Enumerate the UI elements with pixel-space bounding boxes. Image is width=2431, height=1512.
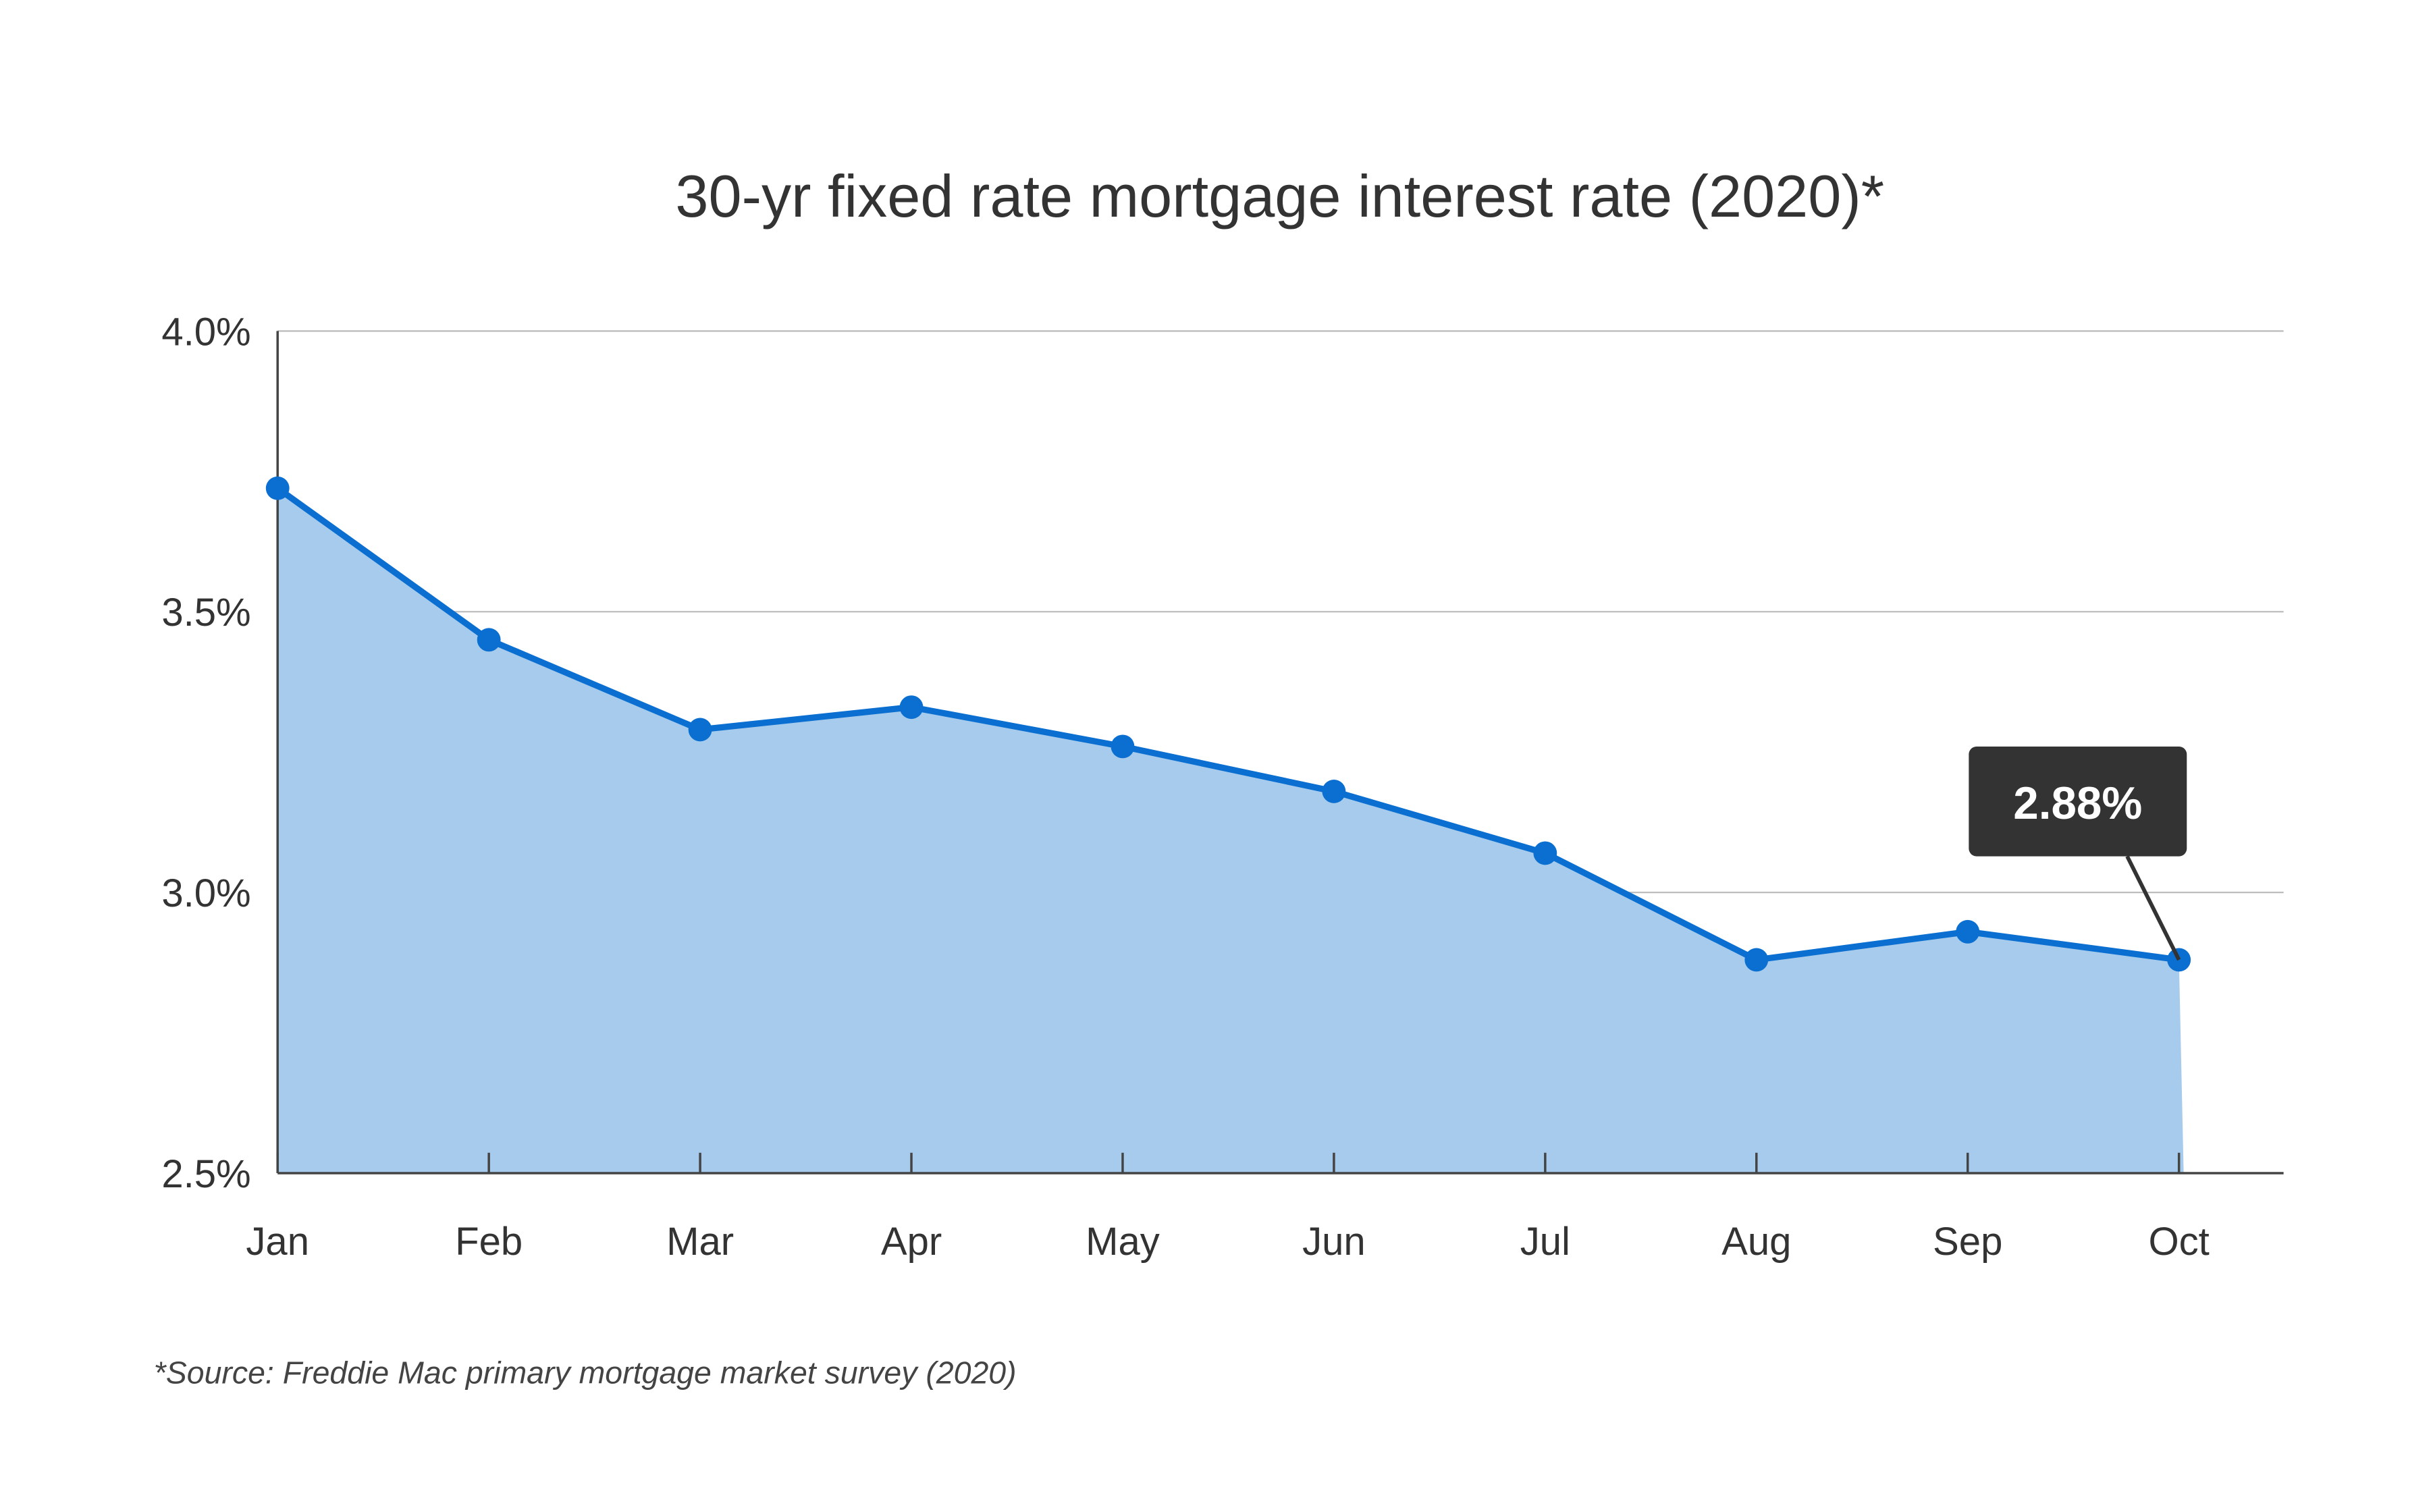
annotation: 2.88% bbox=[1969, 746, 2187, 961]
y-tick-label: 3.5% bbox=[161, 591, 250, 634]
x-tick-label: Apr bbox=[881, 1220, 942, 1264]
x-tick-label: Oct bbox=[2148, 1220, 2209, 1264]
x-tick-label: Jul bbox=[1520, 1220, 1570, 1264]
y-tick-label: 4.0% bbox=[161, 310, 250, 354]
series-line bbox=[275, 485, 2180, 963]
y-tick-labels: 2.5% 3.0% 3.5% 4.0% bbox=[161, 310, 250, 1196]
data-point bbox=[899, 695, 924, 720]
data-point bbox=[1956, 919, 1980, 944]
data-point bbox=[1322, 779, 1346, 803]
x-tick-label: Aug bbox=[1721, 1220, 1791, 1264]
x-tick-label: Jun bbox=[1302, 1220, 1366, 1264]
x-ticks: Jan Feb Mar Apr May Jun Jul Aug Sep Oct bbox=[246, 1152, 2210, 1264]
annotation-label: 2.88% bbox=[2013, 778, 2142, 829]
area-fill bbox=[277, 488, 2184, 1173]
annotation-leader-line bbox=[2125, 855, 2181, 961]
data-point bbox=[477, 628, 501, 652]
data-point bbox=[265, 476, 290, 500]
data-point bbox=[688, 718, 712, 742]
y-tick-label: 3.0% bbox=[161, 871, 250, 915]
x-tick-label: Mar bbox=[666, 1220, 734, 1264]
annotation-box bbox=[1969, 746, 2187, 857]
x-tick-label: May bbox=[1086, 1220, 1160, 1264]
data-point bbox=[1111, 734, 1135, 759]
x-tick-label: Feb bbox=[455, 1220, 523, 1264]
chart-title: 30-yr fixed rate mortgage interest rate … bbox=[675, 163, 1884, 230]
y-tick-label: 2.5% bbox=[161, 1152, 250, 1196]
data-point bbox=[1533, 841, 1557, 865]
x-tick-label: Jan bbox=[246, 1220, 309, 1264]
data-point bbox=[1744, 948, 1769, 972]
footnote: *Source: Freddie Mac primary mortgage ma… bbox=[154, 1355, 1017, 1390]
x-tick-label: Sep bbox=[1933, 1220, 2002, 1264]
